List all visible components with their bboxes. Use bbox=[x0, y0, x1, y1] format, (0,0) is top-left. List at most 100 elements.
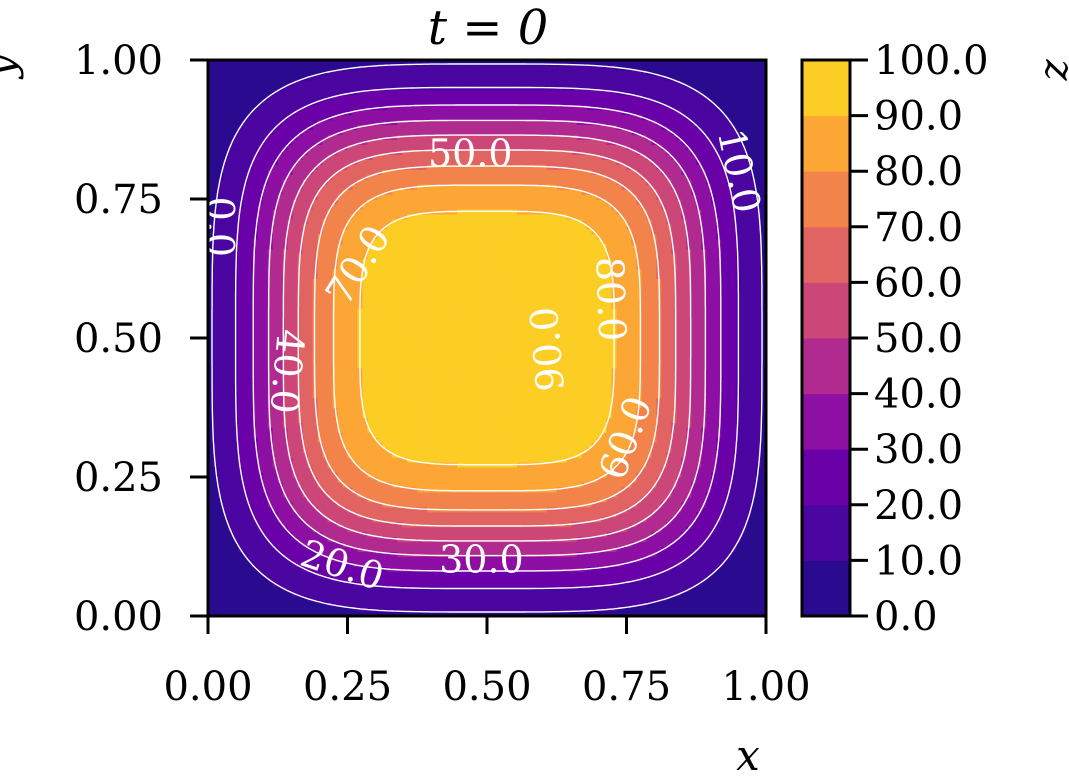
contour-cell bbox=[377, 288, 383, 294]
contour-cell bbox=[272, 561, 279, 567]
contour-cell bbox=[267, 159, 274, 165]
contour-cell bbox=[217, 511, 224, 518]
contour-cell bbox=[317, 159, 324, 165]
contour-cell bbox=[352, 233, 359, 240]
contour-cell bbox=[212, 253, 219, 260]
contour-cell bbox=[362, 119, 369, 126]
contour-cell bbox=[272, 551, 279, 558]
contour-cell bbox=[332, 457, 339, 463]
contour-cell bbox=[392, 377, 398, 384]
contour-cell bbox=[222, 119, 229, 126]
contour-cell bbox=[267, 194, 274, 200]
contour-cell bbox=[402, 94, 408, 101]
contour-cell bbox=[352, 253, 359, 260]
contour-cell bbox=[382, 238, 388, 245]
contour-cell bbox=[272, 596, 279, 602]
contour-cell bbox=[257, 278, 264, 284]
contour-cell bbox=[332, 501, 339, 508]
contour-cell bbox=[302, 154, 309, 160]
contour-cell bbox=[252, 159, 259, 165]
contour-cell bbox=[227, 283, 234, 289]
contour-cell bbox=[297, 104, 304, 111]
contour-cell bbox=[292, 60, 299, 66]
contour-cell bbox=[342, 427, 349, 433]
contour-cell bbox=[297, 313, 304, 319]
contour-cell bbox=[307, 228, 314, 235]
contour-cell bbox=[272, 99, 279, 106]
contour-cell bbox=[367, 144, 374, 150]
contour-cell bbox=[427, 283, 433, 289]
contour-cell bbox=[337, 248, 344, 255]
contour-cell bbox=[342, 392, 349, 399]
contour-cell bbox=[382, 601, 388, 607]
contour-cell bbox=[242, 293, 249, 299]
contour-cell bbox=[347, 228, 354, 235]
contour-cell bbox=[372, 119, 378, 126]
contour-cell bbox=[267, 253, 274, 260]
contour-cell bbox=[382, 402, 388, 409]
contour-cell bbox=[412, 412, 418, 419]
contour-cell bbox=[287, 203, 294, 210]
contour-cell bbox=[392, 174, 398, 180]
contour-cell bbox=[397, 611, 403, 616]
contour-cell bbox=[417, 516, 423, 523]
contour-cell bbox=[232, 601, 239, 607]
contour-cell bbox=[382, 218, 388, 225]
contour-cell bbox=[247, 273, 254, 280]
contour-cell bbox=[287, 303, 294, 309]
contour-cell bbox=[352, 298, 359, 304]
contour-cell bbox=[327, 248, 334, 255]
contour-cell bbox=[272, 308, 279, 314]
contour-cell bbox=[352, 551, 359, 558]
contour-cell bbox=[217, 591, 224, 597]
contour-cell bbox=[402, 64, 408, 71]
contour-cell bbox=[307, 258, 314, 265]
contour-cell bbox=[332, 298, 339, 304]
contour-cell bbox=[372, 581, 378, 587]
contour-cell bbox=[287, 74, 294, 81]
contour-cell bbox=[382, 452, 388, 458]
contour-cell bbox=[247, 362, 254, 369]
contour-cell bbox=[222, 89, 229, 96]
contour-cell bbox=[422, 119, 428, 126]
contour-cell bbox=[372, 432, 378, 438]
contour-cell bbox=[397, 174, 403, 180]
contour-cell bbox=[297, 511, 304, 518]
contour-cell bbox=[317, 392, 324, 399]
contour-cell bbox=[208, 159, 214, 165]
contour-cell bbox=[227, 164, 234, 170]
contour-cell bbox=[287, 491, 294, 498]
contour-cell bbox=[402, 392, 408, 399]
contour-cell bbox=[267, 556, 274, 562]
contour-cell bbox=[262, 293, 269, 299]
contour-cell bbox=[232, 467, 239, 473]
contour-cell bbox=[227, 556, 234, 562]
contour-cell bbox=[307, 501, 314, 508]
contour-cell bbox=[427, 467, 433, 473]
contour-cell bbox=[347, 218, 354, 225]
contour-cell bbox=[287, 387, 294, 394]
contour-cell bbox=[272, 328, 279, 334]
contour-cell bbox=[302, 104, 309, 111]
contour-cell bbox=[307, 248, 314, 255]
contour-cell bbox=[277, 412, 284, 419]
contour-cell bbox=[357, 184, 364, 190]
contour-cell bbox=[247, 233, 254, 240]
contour-cell bbox=[282, 407, 289, 414]
contour-cell bbox=[377, 511, 383, 518]
contour-cell bbox=[337, 114, 344, 121]
contour-cell bbox=[212, 94, 219, 101]
contour-cell bbox=[377, 248, 383, 255]
contour-cell bbox=[427, 447, 433, 453]
contour-cell bbox=[387, 397, 393, 404]
contour-cell bbox=[362, 199, 369, 205]
contour-cell bbox=[417, 546, 423, 553]
contour-cell bbox=[262, 248, 269, 255]
contour-cell bbox=[208, 134, 214, 141]
contour-cell bbox=[208, 333, 214, 339]
contour-cell bbox=[217, 392, 224, 399]
contour-cell bbox=[297, 119, 304, 126]
contour-cell bbox=[377, 89, 383, 96]
contour-cell bbox=[322, 94, 329, 101]
contour-cell bbox=[372, 447, 378, 453]
